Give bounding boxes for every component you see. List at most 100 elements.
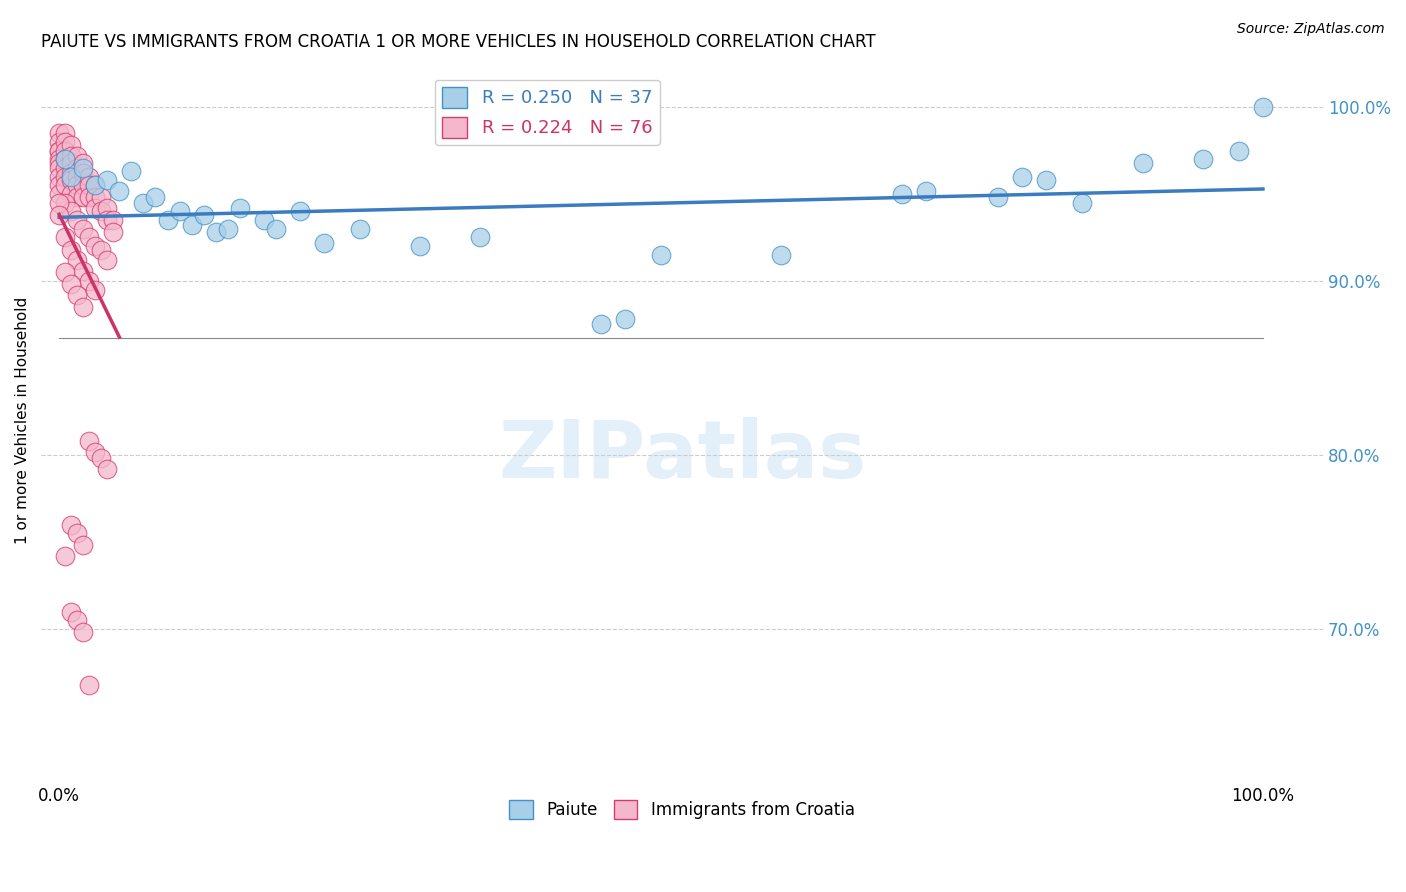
Point — [193, 208, 215, 222]
Point — [53, 178, 76, 193]
Point — [48, 152, 70, 166]
Point — [90, 243, 112, 257]
Point — [66, 288, 89, 302]
Point — [890, 186, 912, 201]
Point — [312, 235, 335, 250]
Point — [108, 184, 131, 198]
Point — [53, 152, 76, 166]
Point — [77, 434, 100, 448]
Point — [60, 166, 83, 180]
Point — [66, 253, 89, 268]
Point — [84, 283, 107, 297]
Point — [77, 169, 100, 184]
Point — [90, 190, 112, 204]
Point — [120, 164, 142, 178]
Point — [84, 239, 107, 253]
Point — [72, 161, 94, 175]
Point — [66, 526, 89, 541]
Point — [66, 149, 89, 163]
Point — [1035, 173, 1057, 187]
Point — [589, 318, 612, 332]
Point — [349, 221, 371, 235]
Point — [60, 169, 83, 184]
Point — [60, 138, 83, 153]
Point — [48, 144, 70, 158]
Point — [48, 155, 70, 169]
Point — [90, 451, 112, 466]
Point — [66, 213, 89, 227]
Point — [132, 195, 155, 210]
Point — [156, 213, 179, 227]
Point — [72, 166, 94, 180]
Point — [66, 190, 89, 204]
Point — [77, 274, 100, 288]
Point — [253, 213, 276, 227]
Point — [72, 155, 94, 169]
Point — [48, 195, 70, 210]
Point — [613, 312, 636, 326]
Point — [1011, 169, 1033, 184]
Point — [84, 444, 107, 458]
Point — [84, 190, 107, 204]
Point — [48, 135, 70, 149]
Point — [72, 625, 94, 640]
Point — [53, 144, 76, 158]
Point — [48, 161, 70, 175]
Point — [1251, 100, 1274, 114]
Point — [53, 549, 76, 563]
Point — [84, 201, 107, 215]
Point — [60, 243, 83, 257]
Point — [60, 155, 83, 169]
Point — [72, 190, 94, 204]
Point — [72, 263, 94, 277]
Point — [77, 178, 100, 193]
Point — [96, 462, 118, 476]
Point — [96, 213, 118, 227]
Text: PAIUTE VS IMMIGRANTS FROM CROATIA 1 OR MORE VEHICLES IN HOUSEHOLD CORRELATION CH: PAIUTE VS IMMIGRANTS FROM CROATIA 1 OR M… — [41, 33, 876, 51]
Point — [48, 208, 70, 222]
Point — [169, 204, 191, 219]
Point — [48, 144, 70, 158]
Point — [77, 190, 100, 204]
Point — [60, 277, 83, 292]
Point — [288, 204, 311, 219]
Point — [53, 135, 76, 149]
Point — [264, 221, 287, 235]
Point — [48, 186, 70, 201]
Point — [60, 186, 83, 201]
Point — [1227, 144, 1250, 158]
Y-axis label: 1 or more Vehicles in Household: 1 or more Vehicles in Household — [15, 296, 30, 544]
Point — [77, 678, 100, 692]
Point — [66, 161, 89, 175]
Point — [53, 126, 76, 140]
Point — [103, 225, 125, 239]
Point — [72, 221, 94, 235]
Point — [96, 253, 118, 268]
Point — [48, 126, 70, 140]
Point — [53, 195, 76, 210]
Point — [770, 248, 793, 262]
Point — [48, 169, 70, 184]
Point — [66, 169, 89, 184]
Point — [60, 605, 83, 619]
Point — [53, 169, 76, 184]
Point — [96, 201, 118, 215]
Point — [72, 178, 94, 193]
Point — [84, 178, 107, 193]
Legend: Paiute, Immigrants from Croatia: Paiute, Immigrants from Croatia — [503, 793, 862, 826]
Text: ZIPatlas: ZIPatlas — [498, 417, 866, 495]
Point — [84, 178, 107, 193]
Point — [48, 178, 70, 193]
Point — [470, 230, 492, 244]
Point — [66, 178, 89, 193]
Point — [53, 265, 76, 279]
Point — [53, 152, 76, 166]
Point — [60, 149, 83, 163]
Point — [409, 239, 432, 253]
Point — [77, 230, 100, 244]
Point — [72, 300, 94, 314]
Point — [145, 190, 167, 204]
Point — [103, 213, 125, 227]
Point — [53, 230, 76, 244]
Point — [229, 201, 252, 215]
